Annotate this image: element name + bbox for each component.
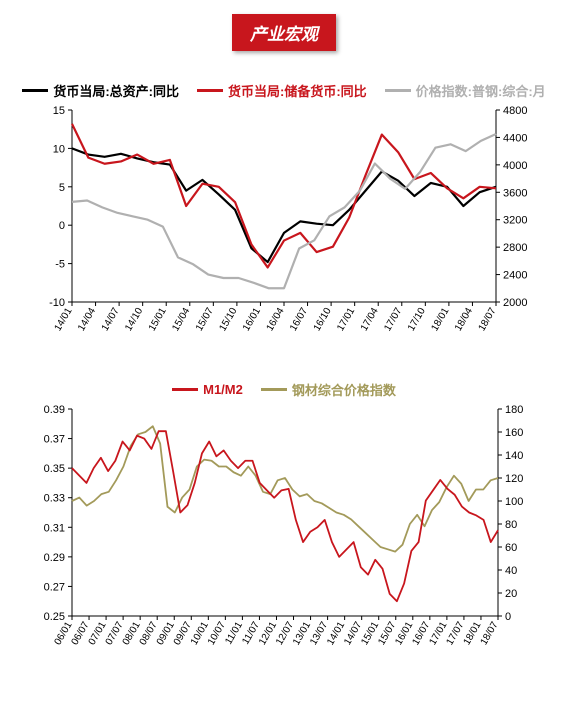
svg-text:16/07: 16/07 [288,306,310,334]
svg-text:17/01: 17/01 [335,306,357,334]
svg-text:4400: 4400 [503,132,527,144]
svg-text:-10: -10 [49,297,65,309]
legend-item: 价格指数:普钢:综合:月 [385,81,546,100]
svg-text:60: 60 [505,542,517,554]
svg-text:14/04: 14/04 [76,306,98,334]
legend-item: 钢材综合价格指数 [261,380,396,399]
svg-text:10: 10 [53,143,65,155]
svg-text:0: 0 [59,220,65,232]
chart-2-legend: M1/M2 钢材综合价格指数 [0,380,568,399]
svg-text:40: 40 [505,565,517,577]
legend-item: M1/M2 [172,380,243,399]
svg-text:2000: 2000 [503,297,527,309]
svg-text:14/10: 14/10 [123,306,145,334]
svg-text:3600: 3600 [503,187,527,199]
svg-text:17/04: 17/04 [359,306,381,334]
legend-swatch [385,89,411,92]
svg-text:4800: 4800 [503,105,527,117]
legend-label: M1/M2 [203,382,243,397]
svg-text:140: 140 [505,450,523,462]
svg-text:0.29: 0.29 [44,552,65,564]
svg-text:80: 80 [505,519,517,531]
svg-text:18/04: 18/04 [453,306,475,334]
svg-text:120: 120 [505,473,523,485]
legend-label: 价格指数:普钢:综合:月 [416,81,546,100]
svg-text:160: 160 [505,427,523,439]
svg-text:0.31: 0.31 [44,522,65,534]
chart-1-legend: 货币当局:总资产:同比 货币当局:储备货币:同比 价格指数:普钢:综合:月 [0,81,568,100]
chart-1: -10 -5 0 5 10 15 2000 2400 2800 3200 3600 4000 4400 4… [24,104,544,354]
svg-text:15/01: 15/01 [147,306,169,334]
svg-text:0.37: 0.37 [44,434,65,446]
svg-text:15/04: 15/04 [170,306,192,334]
svg-text:2400: 2400 [503,270,527,282]
svg-text:17/10: 17/10 [406,306,428,334]
svg-text:16/01: 16/01 [241,306,263,334]
svg-text:5: 5 [59,182,65,194]
legend-item: 货币当局:储备货币:同比 [197,81,367,100]
svg-text:20: 20 [505,588,517,600]
svg-text:14/01: 14/01 [53,306,75,334]
svg-text:15/10: 15/10 [217,306,239,334]
legend-swatch [172,388,198,391]
svg-text:0.33: 0.33 [44,493,65,505]
svg-text:17/07: 17/07 [382,306,404,334]
legend-label: 货币当局:储备货币:同比 [228,81,367,100]
svg-text:0: 0 [505,611,511,623]
legend-swatch [22,89,48,92]
header-badge: 产业宏观 [232,14,336,51]
legend-item: 货币当局:总资产:同比 [22,81,179,100]
chart-1-wrap: 货币当局:总资产:同比货币当局:储备货币:同比价格指数:普钢:综合:月 -10-… [0,81,568,354]
svg-text:3200: 3200 [503,215,527,227]
chart-2-wrap: M1/M2钢材综合价格指数 0.250.270.290.310.330.350.… [0,380,568,668]
svg-text:18/01: 18/01 [429,306,451,334]
svg-text:100: 100 [505,496,523,508]
svg-text:16/10: 16/10 [312,306,334,334]
svg-text:180: 180 [505,404,523,416]
svg-text:0.27: 0.27 [44,581,65,593]
svg-text:0.25: 0.25 [44,611,65,623]
svg-text:-5: -5 [55,259,65,271]
legend-swatch [261,388,287,391]
header-badge-wrap: 产业宏观 [0,0,568,51]
legend-label: 钢材综合价格指数 [292,380,396,399]
svg-text:0.39: 0.39 [44,404,65,416]
svg-text:14/07: 14/07 [100,306,122,334]
legend-swatch [197,89,223,92]
legend-label: 货币当局:总资产:同比 [53,81,179,100]
svg-text:16/04: 16/04 [265,306,287,334]
svg-text:18/07: 18/07 [479,620,501,648]
svg-text:15/07: 15/07 [194,306,216,334]
svg-text:4000: 4000 [503,160,527,172]
svg-text:0.35: 0.35 [44,463,65,475]
svg-text:15: 15 [53,105,65,117]
chart-2: 0.25 0.27 0.29 0.31 0.33 0.35 0.37 0.39 0 20 40 60 8… [24,403,544,668]
svg-text:18/07: 18/07 [477,306,499,334]
svg-text:2800: 2800 [503,242,527,254]
